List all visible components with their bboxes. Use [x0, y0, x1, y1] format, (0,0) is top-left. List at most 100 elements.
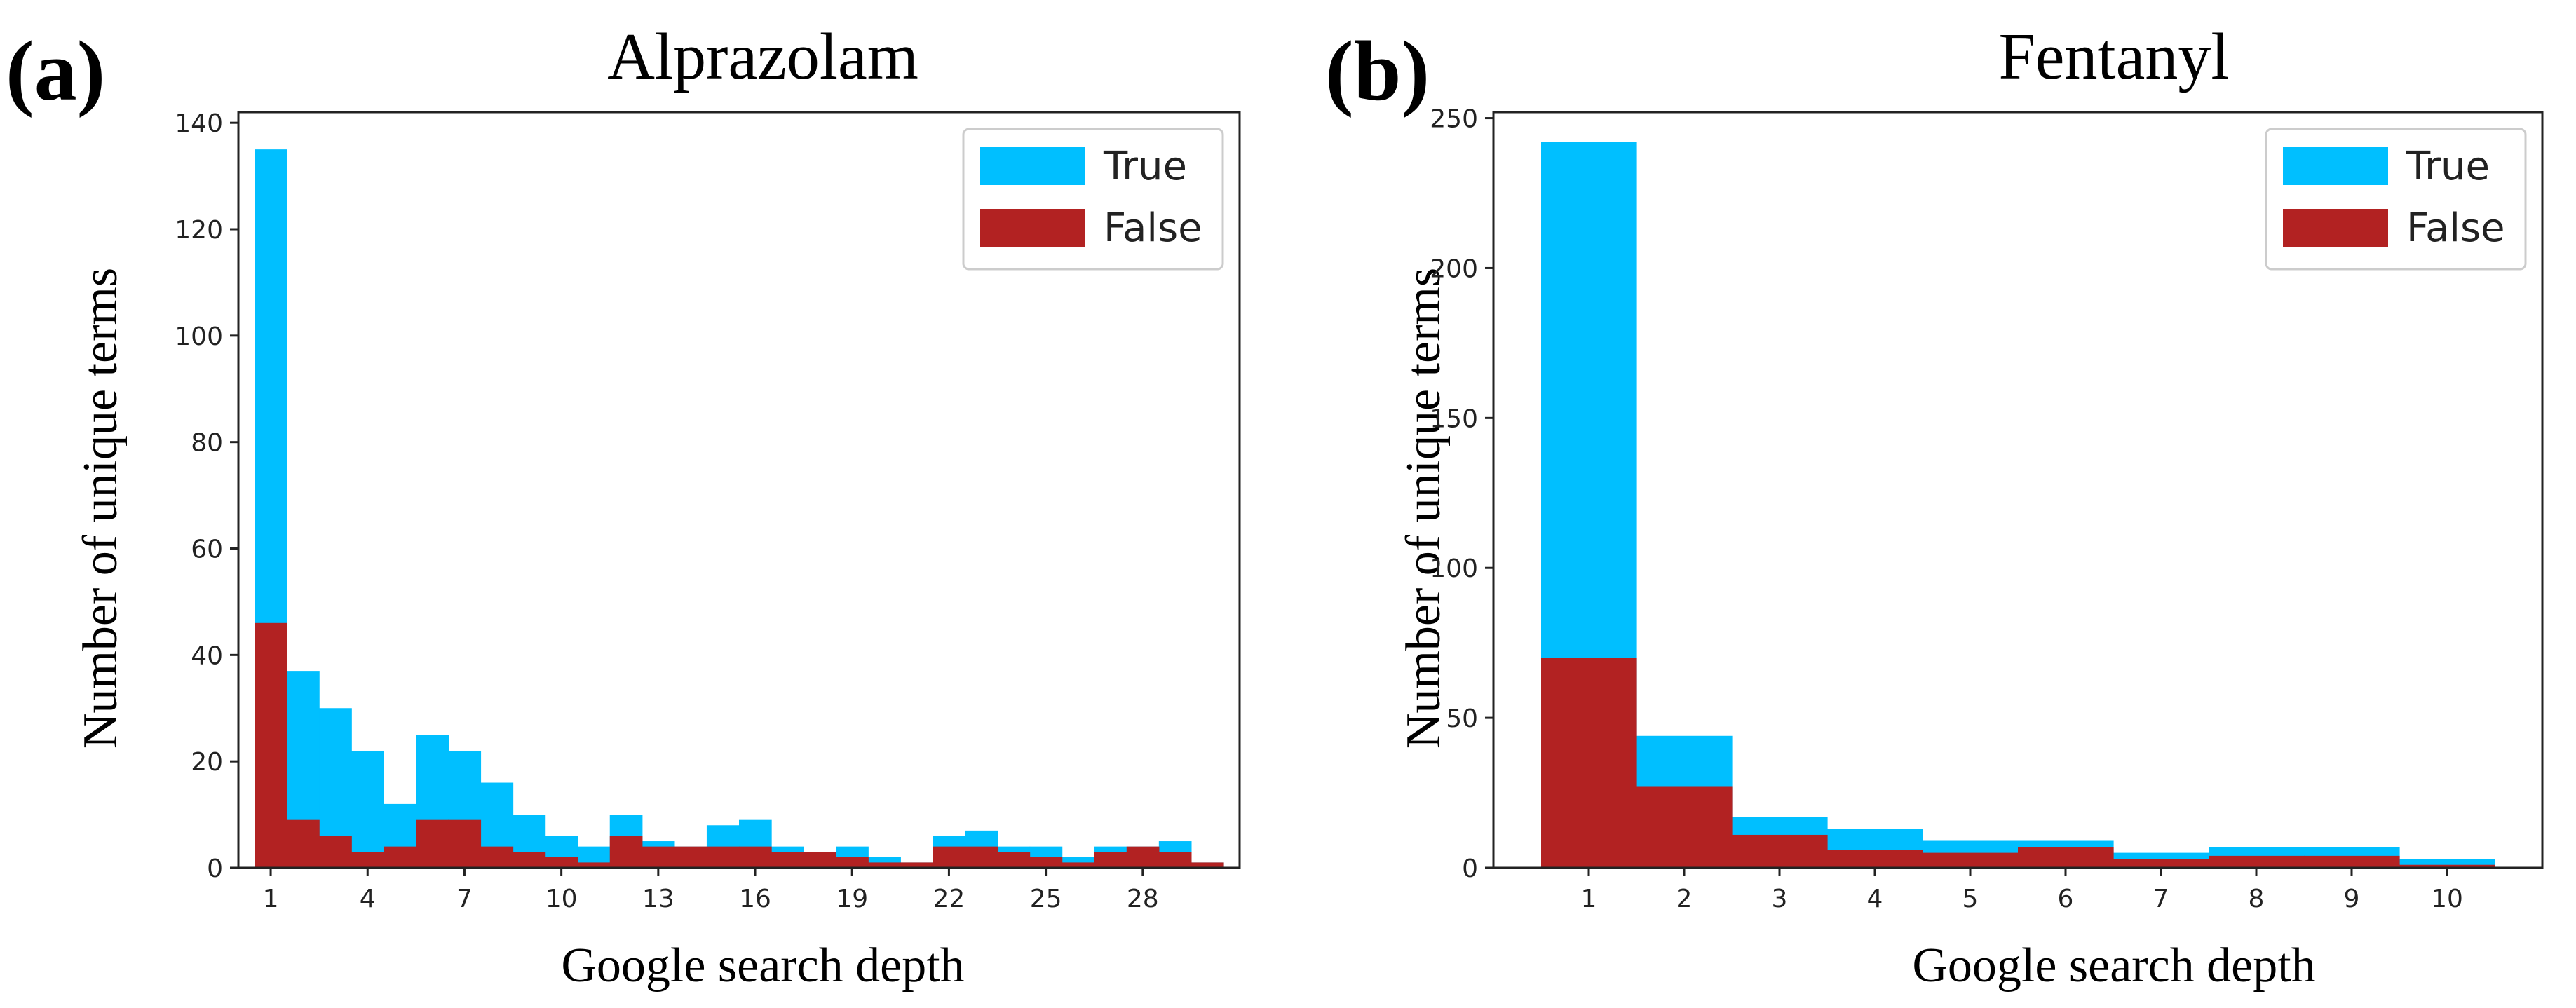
bar-false-a-13 [642, 846, 675, 868]
bar-false-b-7 [2113, 859, 2209, 868]
y-tick-label-b-150: 150 [1430, 404, 1478, 433]
bar-false-b-3 [1732, 834, 1828, 868]
bar-false-a-15 [706, 846, 740, 868]
x-tick-label-b-6: 6 [2058, 885, 2074, 913]
panel-label-b: (b) [1325, 24, 1430, 118]
bar-false-a-19 [836, 857, 869, 868]
x-tick-label-a-25: 25 [1030, 885, 1062, 913]
y-tick-label-a-60: 60 [191, 536, 223, 564]
bar-false-a-24 [997, 852, 1031, 868]
legend-label-false-a: False [1104, 205, 1202, 251]
legend-label-true-b: True [2406, 144, 2490, 189]
x-tick-label-b-3: 3 [1772, 885, 1788, 913]
axes-frame-b [1492, 111, 2544, 869]
x-tick-label-b-2: 2 [1676, 885, 1693, 913]
bar-true-a-4 [351, 750, 384, 868]
y-tick-label-a-120: 120 [175, 216, 223, 245]
x-tick-label-a-4: 4 [360, 885, 376, 913]
bar-false-a-20 [868, 862, 901, 868]
x-tick-label-b-8: 8 [2249, 885, 2265, 913]
bar-false-a-29 [1158, 852, 1192, 868]
bar-false-b-5 [1923, 852, 2019, 868]
x-tick-label-b-5: 5 [1962, 885, 1979, 913]
bar-false-a-11 [577, 862, 611, 868]
bar-false-a-4 [351, 852, 384, 868]
x-tick-label-b-4: 4 [1867, 885, 1883, 913]
y-tick-label-b-250: 250 [1430, 105, 1478, 134]
y-tick-label-a-40: 40 [191, 641, 223, 670]
bar-false-a-17 [771, 852, 804, 868]
y-tick-label-b-0: 0 [1462, 854, 1478, 883]
bar-false-a-12 [609, 836, 643, 868]
axes-frame-a [237, 111, 1241, 869]
bar-false-b-6 [2018, 847, 2114, 868]
y-tick-label-a-100: 100 [175, 322, 223, 351]
bar-false-a-1 [255, 622, 287, 868]
x-tick-label-b-10: 10 [2431, 885, 2463, 913]
x-tick-label-a-10: 10 [545, 885, 578, 913]
bar-false-b-2 [1636, 786, 1733, 868]
bar-false-a-2 [287, 819, 320, 868]
bar-false-a-30 [1191, 862, 1224, 868]
y-tick-label-b-50: 50 [1446, 704, 1478, 733]
legend-swatch-false-b [2283, 209, 2388, 247]
x-tick-label-a-16: 16 [739, 885, 771, 913]
y-tick-label-b-200: 200 [1430, 254, 1478, 283]
legend-label-true-a: True [1103, 144, 1187, 189]
chart-title-b: Fentanyl [1999, 20, 2230, 93]
bar-false-a-6 [416, 819, 449, 868]
bar-false-a-10 [545, 857, 578, 868]
y-tick-label-a-140: 140 [175, 109, 223, 138]
legend-label-false-b: False [2406, 205, 2505, 251]
bar-false-a-18 [804, 852, 836, 868]
x-tick-label-a-13: 13 [642, 885, 674, 913]
x-tick-label-b-9: 9 [2344, 885, 2360, 913]
bar-false-a-26 [1062, 862, 1095, 868]
x-tick-label-a-19: 19 [836, 885, 868, 913]
legend-swatch-true-a [980, 147, 1085, 185]
x-axis-label-a: Google search depth [561, 939, 964, 993]
chart-title-a: Alprazolam [607, 20, 918, 93]
bar-false-a-25 [1029, 857, 1063, 868]
y-tick-label-a-80: 80 [191, 429, 223, 458]
bar-false-a-21 [900, 862, 933, 868]
chart-a: (a) Alprazolam Google search depth Numbe… [6, 20, 1241, 993]
bar-false-a-9 [513, 852, 546, 868]
bar-false-b-8 [2209, 855, 2305, 868]
x-tick-label-b-1: 1 [1581, 885, 1597, 913]
bar-false-b-10 [2399, 864, 2495, 868]
bar-false-a-22 [933, 846, 966, 868]
x-tick-label-a-1: 1 [263, 885, 279, 913]
x-tick-label-a-22: 22 [933, 885, 965, 913]
bar-false-a-27 [1094, 852, 1127, 868]
y-axis-label-b: Number of unique terms [1397, 268, 1451, 749]
plot-area-a: 1 4 7 10 13 16 19 22 25 28 0 20 40 60 80 100 120 140 True F… [175, 109, 1241, 913]
x-tick-label-a-7: 7 [456, 885, 473, 913]
y-tick-label-b-100: 100 [1430, 554, 1478, 583]
chart-panel-a: (a) Alprazolam Google search depth Numbe… [0, 0, 1288, 1004]
panel-label-a: (a) [6, 24, 105, 118]
bar-false-a-5 [384, 846, 416, 868]
bar-false-a-16 [739, 846, 772, 868]
bar-false-b-1 [1541, 658, 1637, 868]
chart-panel-b: (b) Fentanyl Google search depth Number … [1288, 0, 2576, 1004]
bar-false-a-23 [965, 846, 998, 868]
bar-false-b-9 [2304, 855, 2400, 868]
bar-false-a-8 [480, 846, 514, 868]
y-tick-label-a-0: 0 [207, 854, 223, 883]
bar-false-b-4 [1827, 850, 1923, 868]
legend-swatch-true-b [2283, 147, 2388, 185]
bar-false-a-3 [319, 836, 352, 868]
x-axis-label-b: Google search depth [1912, 939, 2315, 993]
chart-b: (b) Fentanyl Google search depth Number … [1325, 20, 2544, 993]
legend-b: True False [2265, 128, 2527, 271]
bar-false-a-7 [448, 819, 482, 868]
y-tick-label-a-20: 20 [191, 748, 223, 777]
bar-false-a-14 [674, 846, 707, 868]
x-tick-label-a-28: 28 [1127, 885, 1159, 913]
x-tick-label-b-7: 7 [2153, 885, 2169, 913]
y-axis-label-a: Number of unique terms [74, 268, 128, 749]
legend-a: True False [962, 128, 1224, 271]
legend-swatch-false-a [980, 209, 1085, 247]
